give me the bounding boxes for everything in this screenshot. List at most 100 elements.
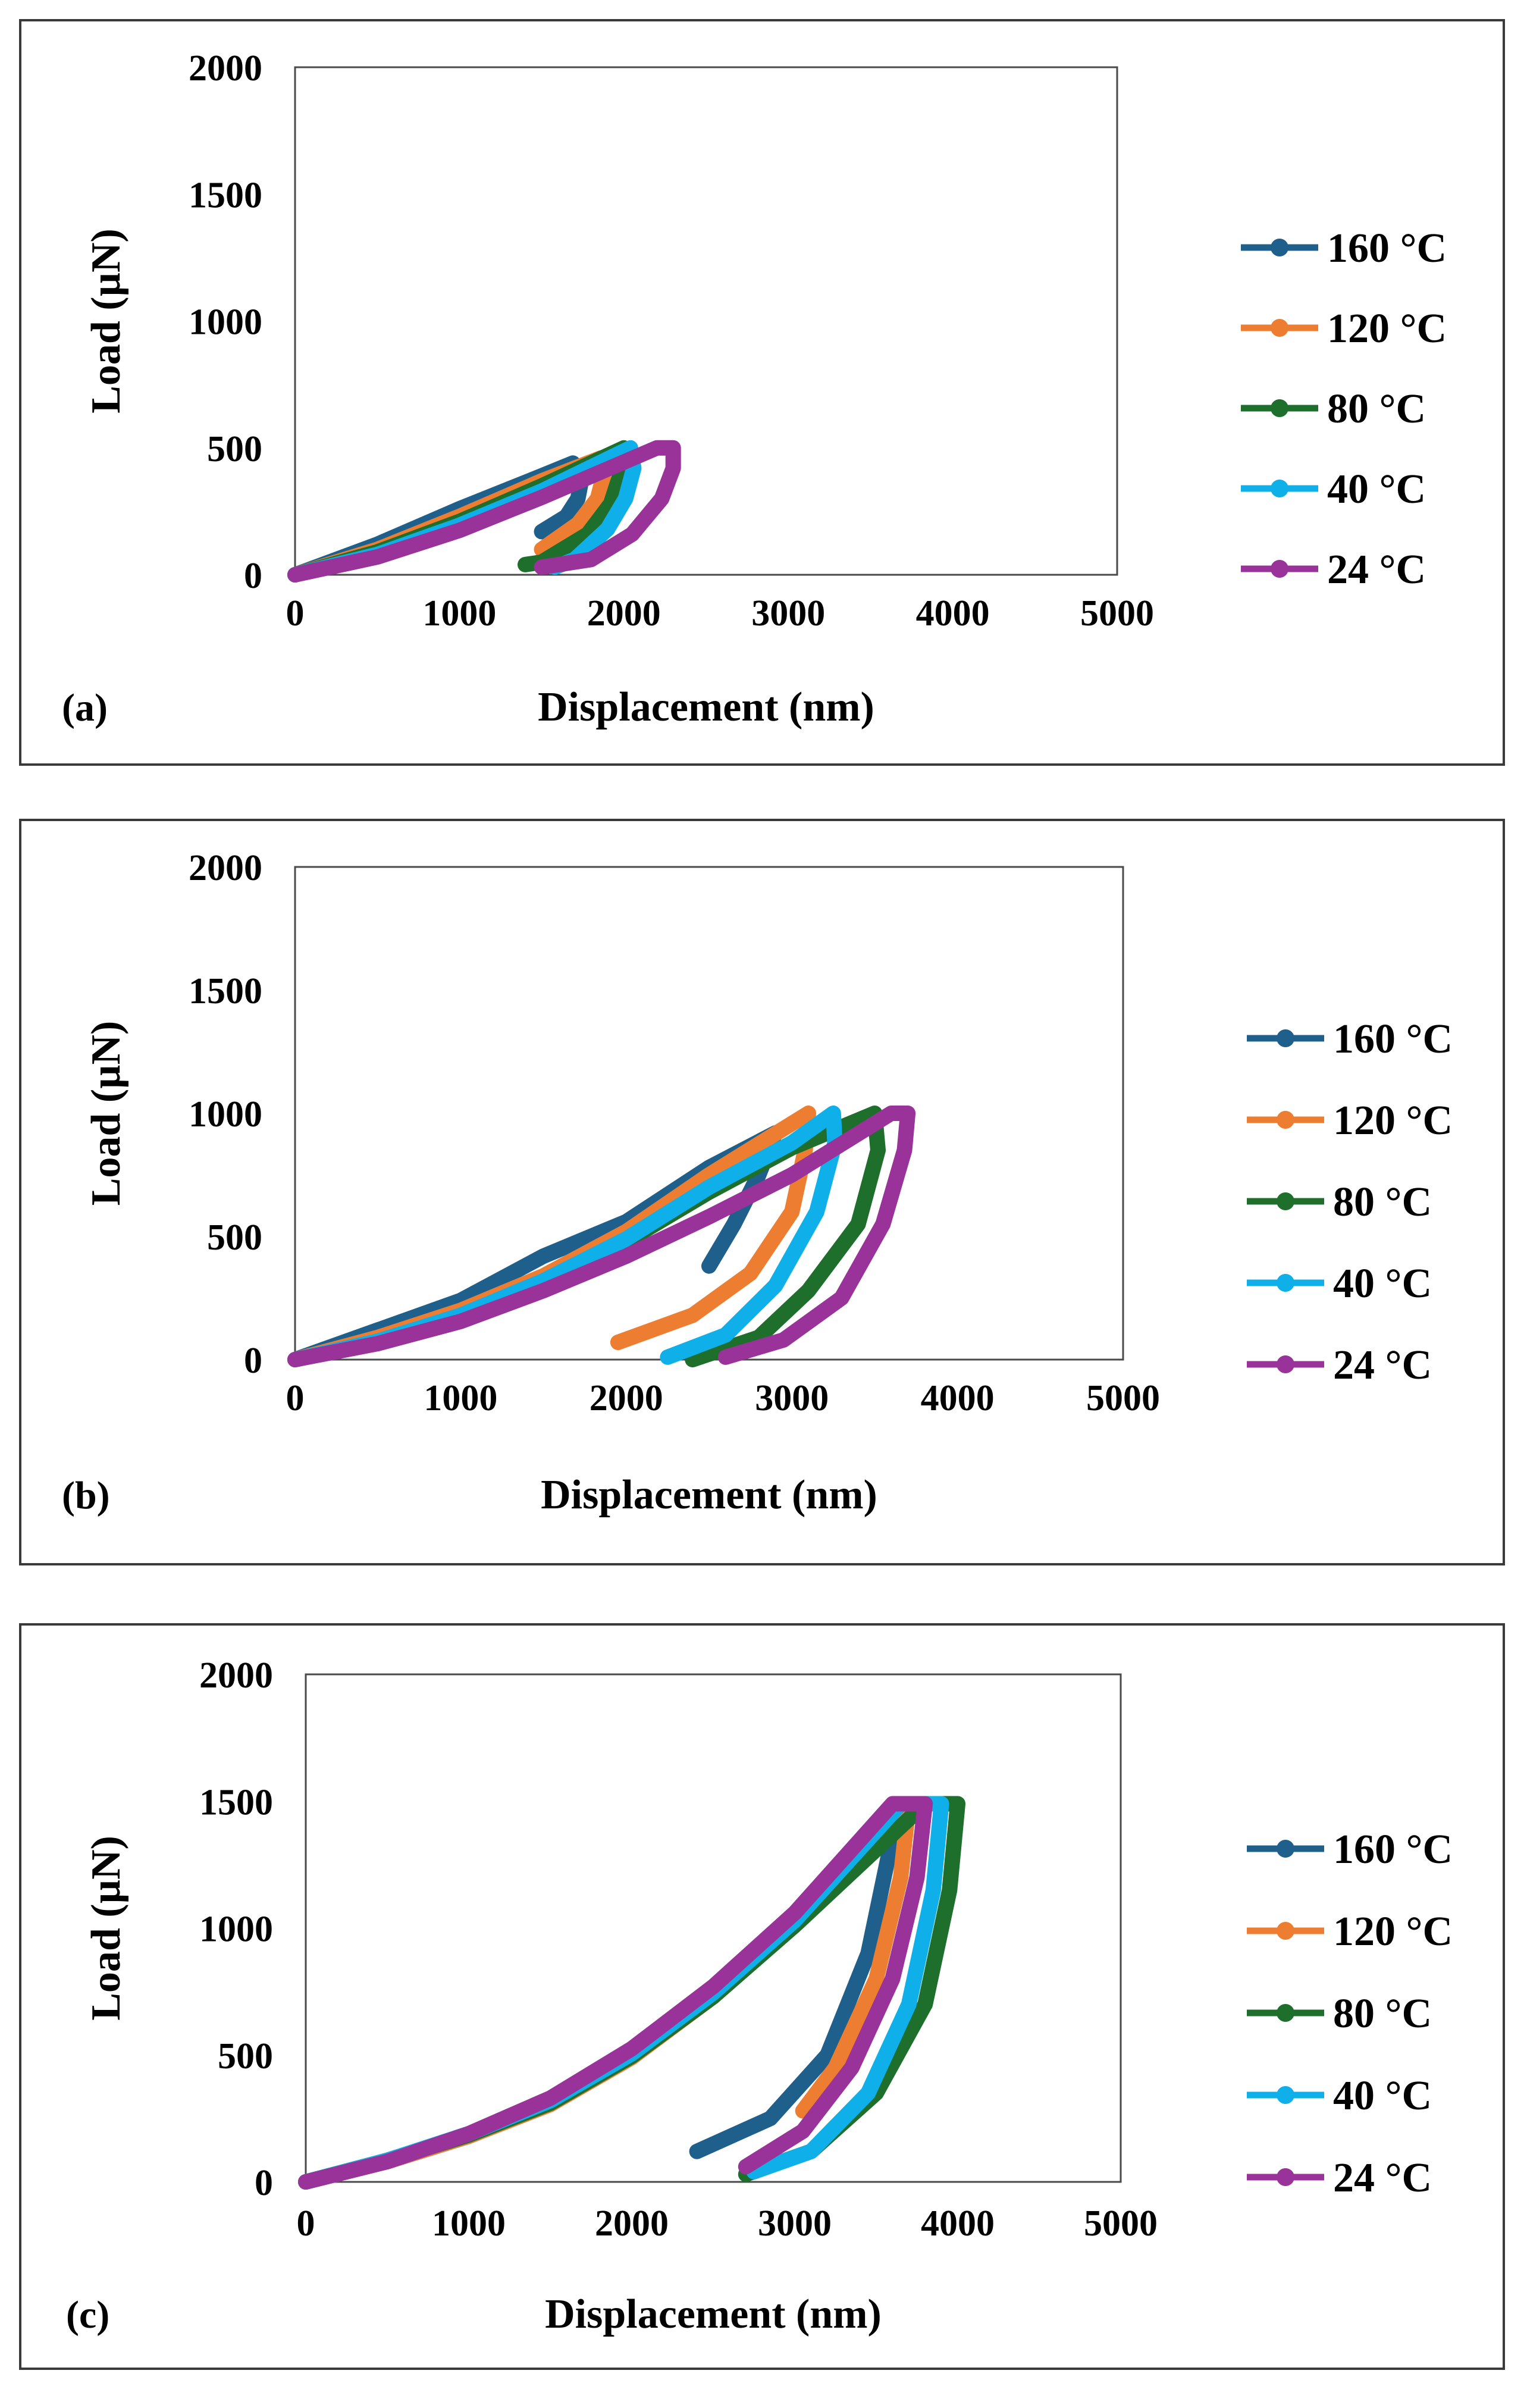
legend-item: 40 °C xyxy=(1247,1261,1432,1307)
y-tick-label: 1500 xyxy=(189,971,262,1012)
y-tick-label: 1000 xyxy=(189,302,262,343)
series-line xyxy=(287,1106,916,1367)
legend-swatch-marker xyxy=(1271,239,1288,256)
legend-swatch-marker xyxy=(1277,2086,1294,2104)
legend-swatch-marker xyxy=(1271,399,1288,417)
legend-item: 120 °C xyxy=(1247,1098,1453,1144)
legend-label: 24 °C xyxy=(1327,547,1426,593)
legend-item: 160 °C xyxy=(1247,1016,1453,1062)
plot-area xyxy=(294,66,1118,576)
x-tick-label: 5000 xyxy=(1080,593,1154,634)
series-line xyxy=(298,1796,917,2190)
panel-letter: (c) xyxy=(66,2293,109,2337)
x-axis-title: Displacement (nm) xyxy=(541,1472,877,1518)
y-tick-label: 0 xyxy=(244,1341,262,1381)
x-tick-label: 5000 xyxy=(1084,2203,1158,2244)
legend-item: 120 °C xyxy=(1241,306,1447,352)
series-line xyxy=(287,1125,783,1367)
chart-panel-c: 0 500 1000 1500 2000 0 1000 2000 3000 4000 5000 Dis… xyxy=(19,1623,1505,2370)
x-tick-label: 1000 xyxy=(432,2203,506,2244)
legend-item: 80 °C xyxy=(1247,1179,1432,1225)
legend-item: 160 °C xyxy=(1241,226,1447,271)
legend-label: 120 °C xyxy=(1333,1098,1453,1144)
y-axis-title: Load (µN) xyxy=(83,228,129,414)
x-tick-label: 3000 xyxy=(755,1378,829,1419)
legend-item: 24 °C xyxy=(1241,547,1426,593)
legend-label: 80 °C xyxy=(1333,1179,1432,1225)
legend-label: 80 °C xyxy=(1333,1991,1432,2037)
legend-label: 40 °C xyxy=(1333,1261,1432,1307)
chart-svg: 0 500 1000 1500 2000 0 1000 2000 3000 4000 5000 Dis… xyxy=(62,48,1447,730)
legend-item: 160 °C xyxy=(1247,1827,1453,1872)
legend-swatch-marker xyxy=(1271,560,1288,578)
x-tick-label: 1000 xyxy=(422,593,496,634)
legend-swatch-marker xyxy=(1277,1274,1294,1292)
panel-letter: (b) xyxy=(62,1474,110,1517)
y-axis-title: Load (µN) xyxy=(83,1836,129,2021)
x-tick-label: 0 xyxy=(286,1378,305,1419)
x-tick-label: 4000 xyxy=(921,1378,995,1419)
legend-swatch-marker xyxy=(1277,1355,1294,1373)
y-tick-label: 1500 xyxy=(199,1782,273,1823)
y-tick-label: 1500 xyxy=(189,175,262,215)
plot-area xyxy=(294,866,1124,1361)
legend-label: 24 °C xyxy=(1333,2155,1432,2201)
series-line xyxy=(298,1796,933,2190)
legend-item: 40 °C xyxy=(1241,466,1426,512)
legend-swatch-marker xyxy=(1277,1840,1294,1858)
x-tick-label: 2000 xyxy=(590,1378,663,1419)
x-axis-title: Displacement (nm) xyxy=(538,684,874,730)
x-tick-label: 2000 xyxy=(587,593,661,634)
legend-label: 40 °C xyxy=(1327,466,1426,512)
legend-swatch-marker xyxy=(1277,1922,1294,1940)
x-tick-label: 3000 xyxy=(758,2203,832,2244)
chart-svg: 0 500 1000 1500 2000 0 1000 2000 3000 4000 5000 Dis… xyxy=(66,1655,1453,2337)
legend-item: 120 °C xyxy=(1247,1909,1453,1955)
legend-item: 40 °C xyxy=(1247,2073,1432,2119)
legend-swatch-marker xyxy=(1271,319,1288,337)
x-tick-label: 5000 xyxy=(1086,1378,1160,1419)
panel-letter: (a) xyxy=(62,686,108,729)
chart-svg: 0 500 1000 1500 2000 0 1000 2000 3000 4000 5000 Dis… xyxy=(62,848,1453,1518)
chart-panel-a: 0 500 1000 1500 2000 0 1000 2000 3000 4000 5000 Dis… xyxy=(19,19,1505,766)
x-tick-label: 4000 xyxy=(921,2203,995,2244)
legend-swatch-marker xyxy=(1277,2168,1294,2186)
plot-area xyxy=(305,1673,1122,2183)
legend-item: 80 °C xyxy=(1241,386,1426,432)
legend-item: 24 °C xyxy=(1247,1342,1432,1388)
x-tick-label: 3000 xyxy=(751,593,825,634)
legend-swatch-marker xyxy=(1271,480,1288,497)
y-tick-label: 2000 xyxy=(189,48,262,89)
legend-item: 24 °C xyxy=(1247,2155,1432,2201)
legend-label: 160 °C xyxy=(1327,226,1447,271)
x-tick-label: 4000 xyxy=(916,593,990,634)
y-tick-label: 0 xyxy=(255,2163,273,2203)
legend-label: 120 °C xyxy=(1333,1909,1453,1955)
y-tick-label: 1000 xyxy=(189,1094,262,1135)
x-tick-label: 2000 xyxy=(595,2203,669,2244)
legend-swatch-marker xyxy=(1277,2004,1294,2022)
legend-label: 40 °C xyxy=(1333,2073,1432,2119)
legend-label: 160 °C xyxy=(1333,1016,1453,1062)
series-line xyxy=(287,440,681,583)
legend-swatch-marker xyxy=(1277,1029,1294,1047)
legend-swatch-marker xyxy=(1277,1111,1294,1129)
y-tick-label: 1000 xyxy=(199,1909,273,1950)
x-tick-label: 1000 xyxy=(424,1378,497,1419)
y-tick-label: 500 xyxy=(207,1217,262,1258)
legend-swatch-marker xyxy=(1277,1192,1294,1210)
y-axis-title: Load (µN) xyxy=(83,1021,129,1206)
y-tick-label: 500 xyxy=(207,429,262,469)
x-tick-label: 0 xyxy=(297,2203,315,2244)
chart-panel-b: 0 500 1000 1500 2000 0 1000 2000 3000 4000 5000 Dis… xyxy=(19,819,1505,1565)
x-axis-title: Displacement (nm) xyxy=(545,2291,882,2337)
y-tick-label: 2000 xyxy=(189,848,262,888)
y-tick-label: 0 xyxy=(244,556,262,596)
y-tick-label: 500 xyxy=(218,2036,273,2077)
legend-label: 80 °C xyxy=(1327,386,1426,432)
legend-item: 80 °C xyxy=(1247,1991,1432,2037)
x-tick-label: 0 xyxy=(286,593,305,634)
legend-label: 24 °C xyxy=(1333,1342,1432,1388)
y-tick-label: 2000 xyxy=(199,1655,273,1696)
legend-label: 160 °C xyxy=(1333,1827,1453,1872)
